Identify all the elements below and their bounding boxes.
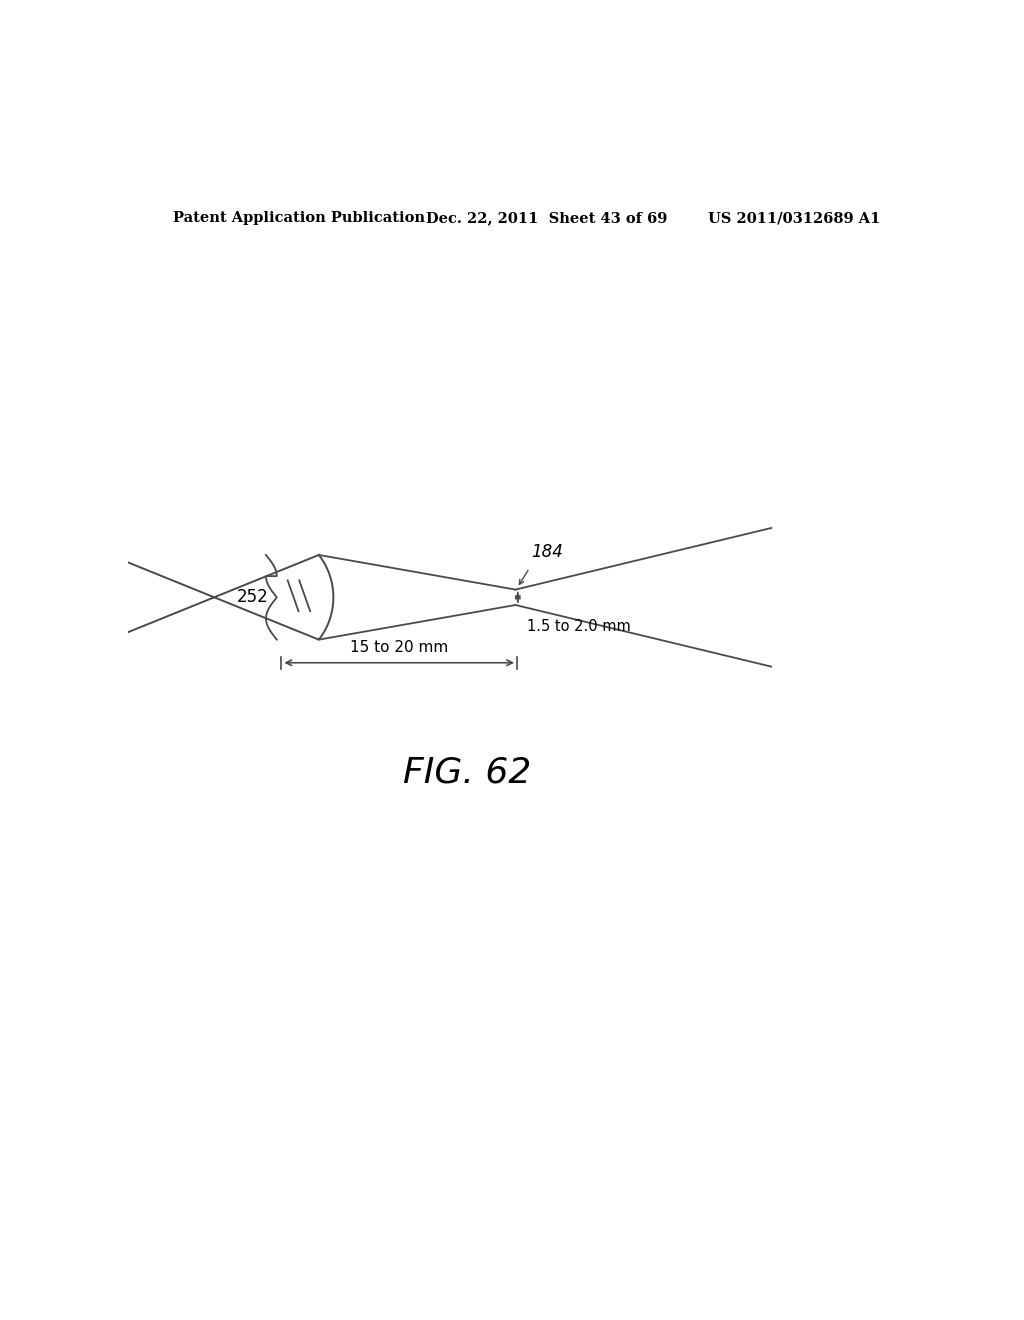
Text: Patent Application Publication: Patent Application Publication bbox=[173, 211, 425, 226]
Text: Dec. 22, 2011  Sheet 43 of 69: Dec. 22, 2011 Sheet 43 of 69 bbox=[426, 211, 668, 226]
Text: 184: 184 bbox=[531, 544, 563, 561]
Text: 1.5 to 2.0 mm: 1.5 to 2.0 mm bbox=[527, 619, 631, 634]
Text: FIG. 62: FIG. 62 bbox=[403, 755, 531, 789]
Polygon shape bbox=[101, 554, 334, 640]
Text: US 2011/0312689 A1: US 2011/0312689 A1 bbox=[708, 211, 880, 226]
Text: 15 to 20 mm: 15 to 20 mm bbox=[350, 640, 449, 655]
Text: 252: 252 bbox=[237, 589, 268, 606]
